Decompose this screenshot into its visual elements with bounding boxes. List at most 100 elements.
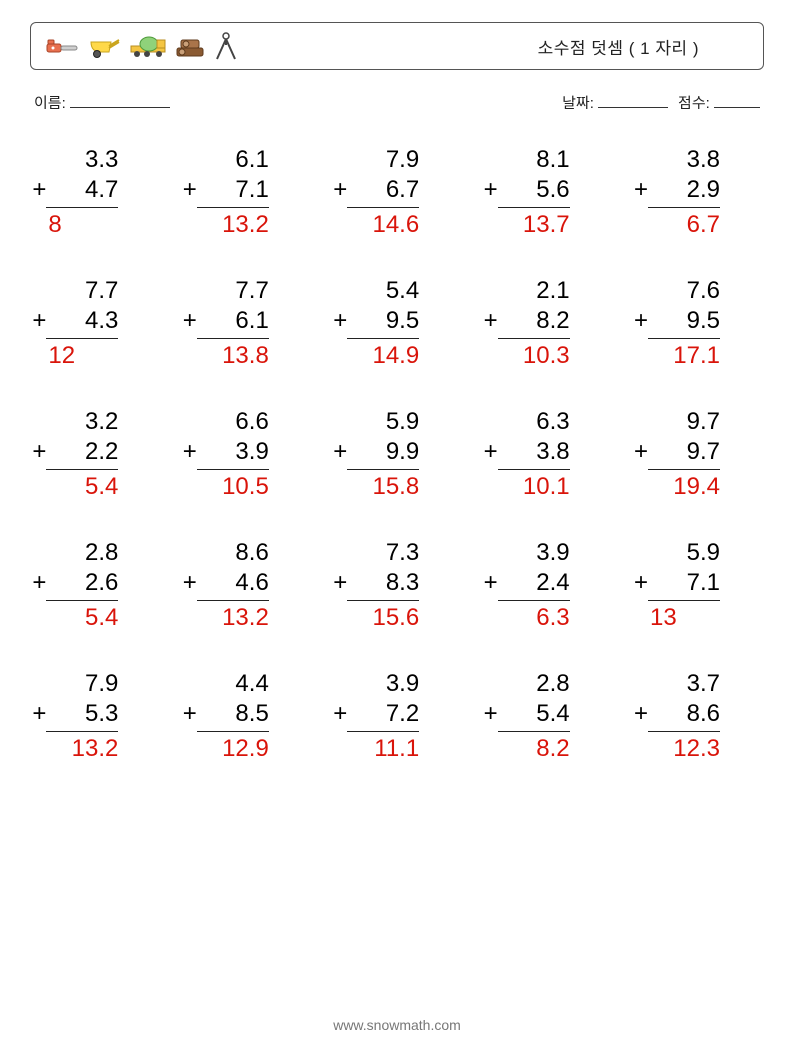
answer: 5.4 [46, 470, 118, 502]
operator: + [484, 568, 498, 598]
problem: 2.1+8.210.3 [487, 276, 607, 371]
answer: 11.1 [347, 732, 419, 764]
problem: 7.9+6.714.6 [337, 145, 457, 240]
header-box: 소수점 덧셈 ( 1 자리 ) [30, 22, 764, 70]
operand-bottom: +9.5 [648, 306, 720, 339]
answer: 14.6 [347, 208, 419, 240]
operator: + [333, 568, 347, 598]
problem: 5.9+7.113 [638, 538, 758, 633]
operand-bottom-value: 2.9 [687, 176, 720, 203]
problem: 5.4+9.514.9 [337, 276, 457, 371]
answer: 5.4 [46, 601, 118, 633]
problem: 6.3+3.810.1 [487, 407, 607, 502]
operand-bottom-value: 5.3 [85, 700, 118, 727]
operator: + [634, 568, 648, 598]
operand-bottom: +5.6 [498, 175, 570, 208]
answer: 13.8 [197, 339, 269, 371]
answer: 10.1 [498, 470, 570, 502]
problems-grid: 3.3+4.786.1+7.113.27.9+6.714.68.1+5.613.… [30, 145, 764, 764]
problem: 3.3+4.78 [36, 145, 156, 240]
answer: 13.2 [46, 732, 118, 764]
operand-bottom-value: 7.1 [235, 176, 268, 203]
operand-bottom-value: 6.7 [386, 176, 419, 203]
operator: + [183, 699, 197, 729]
problem: 4.4+8.512.9 [186, 669, 306, 764]
operand-bottom: +5.4 [498, 699, 570, 732]
operator: + [183, 306, 197, 336]
operator: + [333, 699, 347, 729]
operand-bottom: +7.1 [197, 175, 269, 208]
problem: 7.3+8.315.6 [337, 538, 457, 633]
operand-bottom: +4.6 [197, 568, 269, 601]
problem: 7.7+4.312 [36, 276, 156, 371]
operator: + [484, 306, 498, 336]
operand-bottom-value: 4.3 [85, 307, 118, 334]
operand-bottom-value: 5.6 [536, 176, 569, 203]
problem: 3.9+7.211.1 [337, 669, 457, 764]
operand-top: 4.4 [197, 669, 269, 699]
problem: 7.9+5.313.2 [36, 669, 156, 764]
operator: + [32, 175, 46, 205]
problem: 7.7+6.113.8 [186, 276, 306, 371]
answer: 14.9 [347, 339, 419, 371]
operand-bottom: +9.5 [347, 306, 419, 339]
problem: 8.1+5.613.7 [487, 145, 607, 240]
problem: 6.6+3.910.5 [186, 407, 306, 502]
operand-bottom: +2.4 [498, 568, 570, 601]
answer: 13.2 [197, 208, 269, 240]
operand-bottom-value: 4.6 [235, 569, 268, 596]
operator: + [32, 699, 46, 729]
operand-bottom: +9.7 [648, 437, 720, 470]
operand-top: 3.8 [648, 145, 720, 175]
answer: 12 [46, 339, 118, 371]
operand-bottom-value: 2.2 [85, 438, 118, 465]
operand-bottom-value: 9.9 [386, 438, 419, 465]
answer: 13.2 [197, 601, 269, 633]
answer: 12.9 [197, 732, 269, 764]
answer: 6.7 [648, 208, 720, 240]
operator: + [183, 437, 197, 467]
date-label: 날짜: [562, 95, 594, 112]
operand-top: 7.9 [46, 669, 118, 699]
date-field: 날짜: [562, 92, 668, 113]
operand-top: 7.7 [46, 276, 118, 306]
answer: 6.3 [498, 601, 570, 633]
operand-top: 2.1 [498, 276, 570, 306]
operator: + [634, 699, 648, 729]
operator: + [183, 568, 197, 598]
operand-top: 5.9 [347, 407, 419, 437]
operand-bottom-value: 7.2 [386, 700, 419, 727]
operand-bottom-value: 7.1 [687, 569, 720, 596]
operand-top: 3.9 [498, 538, 570, 568]
operand-bottom: +4.3 [46, 306, 118, 339]
problem: 9.7+9.719.4 [638, 407, 758, 502]
problem: 3.2+2.25.4 [36, 407, 156, 502]
operator: + [634, 437, 648, 467]
problem: 3.8+2.96.7 [638, 145, 758, 240]
operand-top: 3.9 [347, 669, 419, 699]
operand-bottom: +3.9 [197, 437, 269, 470]
operand-bottom: +6.1 [197, 306, 269, 339]
operand-bottom: +7.2 [347, 699, 419, 732]
operand-top: 2.8 [46, 538, 118, 568]
operand-bottom: +8.3 [347, 568, 419, 601]
operand-top: 7.3 [347, 538, 419, 568]
problem: 5.9+9.915.8 [337, 407, 457, 502]
operand-bottom-value: 3.8 [536, 438, 569, 465]
operand-top: 8.1 [498, 145, 570, 175]
operand-top: 8.6 [197, 538, 269, 568]
answer: 8.2 [498, 732, 570, 764]
problem: 2.8+2.65.4 [36, 538, 156, 633]
answer: 10.5 [197, 470, 269, 502]
name-label: 이름: [34, 92, 66, 113]
operator: + [634, 175, 648, 205]
answer: 8 [46, 208, 118, 240]
operand-top: 2.8 [498, 669, 570, 699]
operand-bottom: +2.6 [46, 568, 118, 601]
operand-top: 7.6 [648, 276, 720, 306]
answer: 19.4 [648, 470, 720, 502]
operand-top: 6.6 [197, 407, 269, 437]
answer: 17.1 [648, 339, 720, 371]
operand-top: 6.1 [197, 145, 269, 175]
operand-bottom: +5.3 [46, 699, 118, 732]
